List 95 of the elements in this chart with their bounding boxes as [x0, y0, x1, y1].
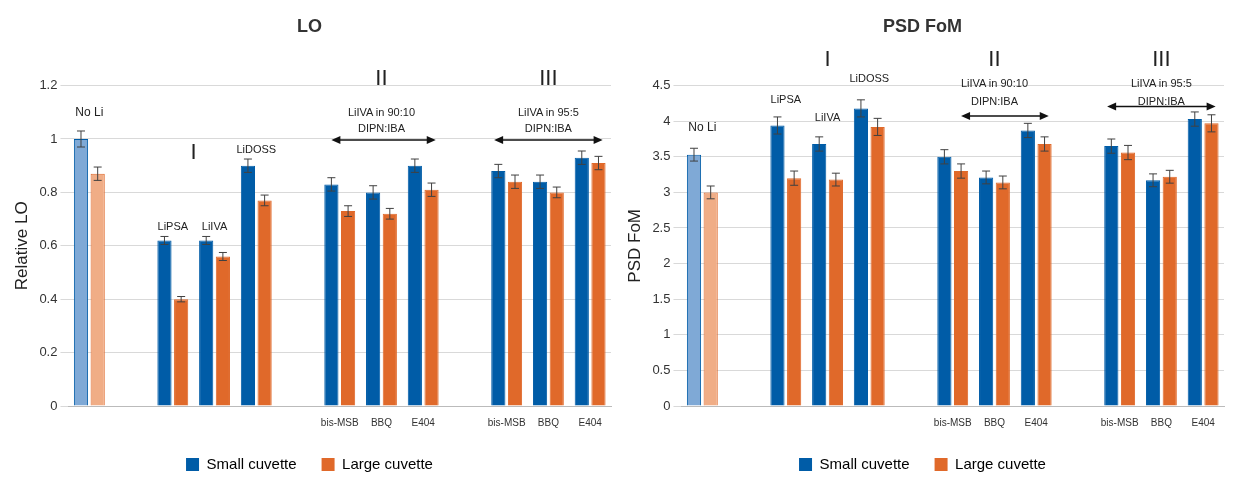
bar: [199, 240, 214, 406]
annotation: II: [375, 65, 388, 91]
x-tick-label: BBQ: [370, 416, 393, 428]
annotation: LiIVA in 90:10: [347, 105, 416, 118]
x-tick-label: E404: [411, 416, 436, 428]
x-tick-label: BBQ: [983, 416, 1006, 428]
annotation: LiIVA: [814, 110, 841, 123]
bar: [1104, 146, 1119, 406]
bar: [953, 171, 969, 406]
annotation: LiPSA: [770, 93, 802, 106]
annotation: LiPSA: [157, 219, 189, 232]
bar: [340, 211, 356, 406]
bar: [215, 256, 230, 406]
annotation: LiIVA in 95:5: [517, 105, 579, 118]
text: III: [1152, 46, 1171, 72]
annotation: LiIVA in 90:10: [960, 77, 1029, 90]
bar: [787, 178, 802, 406]
annotation: DIPN:IBA: [970, 94, 1019, 107]
bar: [812, 143, 827, 406]
bar: [240, 165, 256, 406]
bar: [157, 240, 172, 406]
legend-label: Small cuvette: [819, 454, 910, 472]
bar: [424, 189, 439, 406]
bar: [828, 179, 843, 406]
y-tick-label: 4: [663, 112, 671, 128]
bar: [937, 156, 952, 406]
y-tick-label: 2: [663, 255, 671, 271]
y-tick-label: 1: [663, 326, 671, 342]
y-tick-label: 3: [663, 183, 671, 199]
bar: [1204, 123, 1219, 406]
bar: [1145, 180, 1161, 406]
bar: [324, 184, 339, 406]
annotation: DIPN:IBA: [1137, 94, 1186, 107]
bar: [407, 165, 422, 406]
y-tick-label: 0.5: [652, 361, 671, 377]
annotation: III: [539, 65, 558, 91]
y-tick-label: 0.2: [39, 344, 58, 360]
annotation: LiIVA in 95:5: [1130, 77, 1192, 90]
y-tick-label: 1: [50, 130, 58, 146]
x-tick-label: bis-MSB: [1100, 416, 1139, 428]
text: II: [988, 46, 1001, 72]
x-tick-label: BBQ: [537, 416, 560, 428]
x-tick-label: E404: [1024, 416, 1049, 428]
legend-label: Small cuvette: [206, 454, 297, 472]
x-tick-label: bis-MSB: [487, 416, 526, 428]
y-tick-label: 1.2: [39, 77, 58, 93]
y-tick-label: 0.4: [39, 290, 58, 306]
bar: [1120, 152, 1136, 406]
bar: [549, 192, 564, 406]
legend-label: Large cuvette: [342, 454, 433, 472]
bar: [979, 177, 994, 406]
bar: [532, 181, 548, 406]
chart-title: LO: [297, 15, 322, 36]
legend-label: Large cuvette: [955, 454, 1046, 472]
bar: [1037, 143, 1052, 406]
bar: [770, 125, 785, 406]
bar: [257, 200, 272, 406]
bar: [995, 182, 1010, 406]
annotation: LiDOSS: [236, 142, 277, 155]
bar: [174, 299, 189, 406]
annotation: No Li: [688, 119, 717, 134]
x-tick-label: bis-MSB: [933, 416, 972, 428]
y-axis-title: PSD FoM: [624, 208, 644, 283]
y-tick-label: 2.5: [652, 219, 671, 235]
annotation: I: [190, 138, 197, 164]
bar: [1187, 119, 1202, 406]
y-tick-label: 1.5: [652, 290, 671, 306]
y-tick-label: 0.8: [39, 183, 58, 199]
x-tick-label: E404: [578, 416, 603, 428]
bar: [507, 181, 523, 406]
bar: [366, 192, 381, 406]
bar: [1162, 176, 1177, 406]
x-tick-label: bis-MSB: [320, 416, 359, 428]
annotation: DIPN:IBA: [524, 121, 573, 134]
y-tick-label: 3.5: [652, 148, 671, 164]
y-axis-title: Relative LO: [11, 201, 31, 291]
x-tick-label: BBQ: [1150, 416, 1173, 428]
text: LiDOSS: [849, 72, 890, 85]
y-tick-label: 0: [663, 397, 671, 413]
bar: [382, 213, 397, 406]
bar: [591, 163, 606, 406]
bar: [853, 108, 869, 406]
x-tick-label: E404: [1191, 416, 1216, 428]
y-tick-label: 4.5: [652, 77, 671, 93]
bar: [491, 171, 506, 406]
chart-title: PSD FoM: [883, 15, 962, 36]
text: I: [824, 46, 831, 72]
y-tick-label: 0.6: [39, 237, 58, 253]
annotation: DIPN:IBA: [357, 121, 406, 134]
bar: [574, 157, 589, 406]
bar: [1020, 130, 1035, 406]
bar: [870, 126, 885, 406]
y-tick-label: 0: [50, 397, 58, 413]
annotation: No Li: [75, 105, 104, 120]
annotation: LiIVA: [201, 219, 228, 232]
